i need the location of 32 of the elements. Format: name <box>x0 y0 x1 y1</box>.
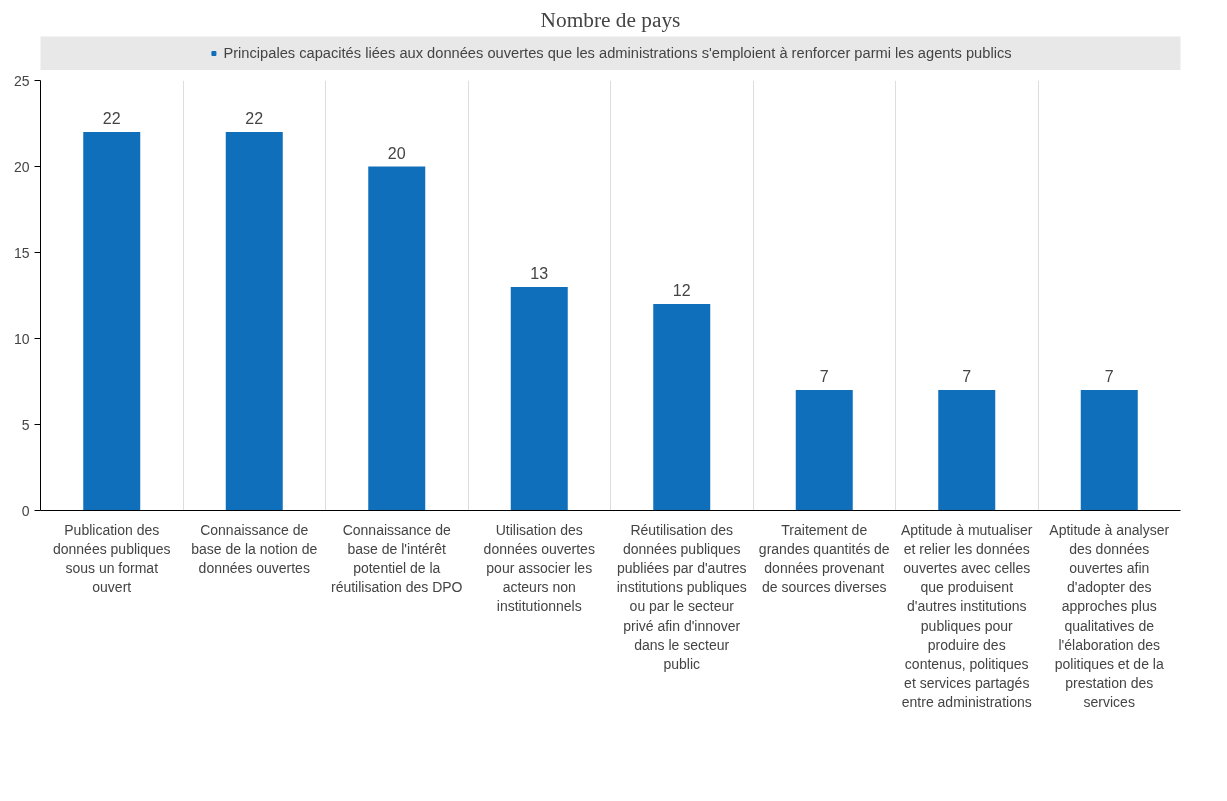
x-tick-label: Connaissance de base de la notion de données ouvertes <box>191 521 318 576</box>
data-label: 7 <box>819 368 829 386</box>
data-label: 20 <box>387 144 406 162</box>
y-tick-label: 20 <box>13 158 30 175</box>
bar <box>83 132 141 511</box>
data-label: 7 <box>962 368 972 386</box>
data-label: 22 <box>102 110 121 128</box>
bar <box>795 390 853 511</box>
x-tick-label: Publication des données publiques sous un format ouvert <box>52 521 171 596</box>
x-tick-label: Traitement de grandes quantités de données provenant de sources diverses <box>758 521 890 596</box>
y-tick-label: 25 <box>13 72 30 89</box>
data-label: 13 <box>530 264 549 282</box>
x-tick-label: Utilisation des données ouvertes pour associer les acteurs non institutionnels <box>483 521 595 615</box>
y-tick-label: 10 <box>13 330 30 347</box>
y-tick-label: 0 <box>21 502 30 519</box>
chart-title: Nombre de pays <box>540 7 681 32</box>
bar <box>938 390 996 511</box>
bar <box>510 286 568 511</box>
data-label: 7 <box>1104 368 1114 386</box>
bar <box>653 304 711 511</box>
category-label: Aptitude à analyser des données ouvertes afin d'adopter des approches plus qualitatives de l'élaboration des politiques et de la prestation des services <box>1049 521 1170 711</box>
x-tick-label: Connaissance de base de l'intérêt potentiel de la réutilisation des DPO <box>331 521 463 596</box>
data-label: 22 <box>245 110 264 128</box>
legend-label: Principales capacités liées aux données ouvertes que les administrations s'emploient à renforcer parmi les agents publics <box>223 45 1012 61</box>
x-tick-label: Réutilisation des données publiques publiées par d'autres institutions publiques ou par le secteur privé afin d'innover dans le secteur public <box>616 521 747 672</box>
data-label: 12 <box>672 282 691 300</box>
bar <box>225 132 283 511</box>
y-tick-label: 15 <box>13 244 30 261</box>
y-tick-label: 5 <box>21 416 30 433</box>
category-label: Aptitude à mutualiser et relier les données ouvertes avec celles que produisent d'autres institutions publiques pour produire des contenus, politiques et services partagés entre administrations <box>900 521 1033 711</box>
bar <box>368 166 426 511</box>
bar <box>1080 390 1138 511</box>
